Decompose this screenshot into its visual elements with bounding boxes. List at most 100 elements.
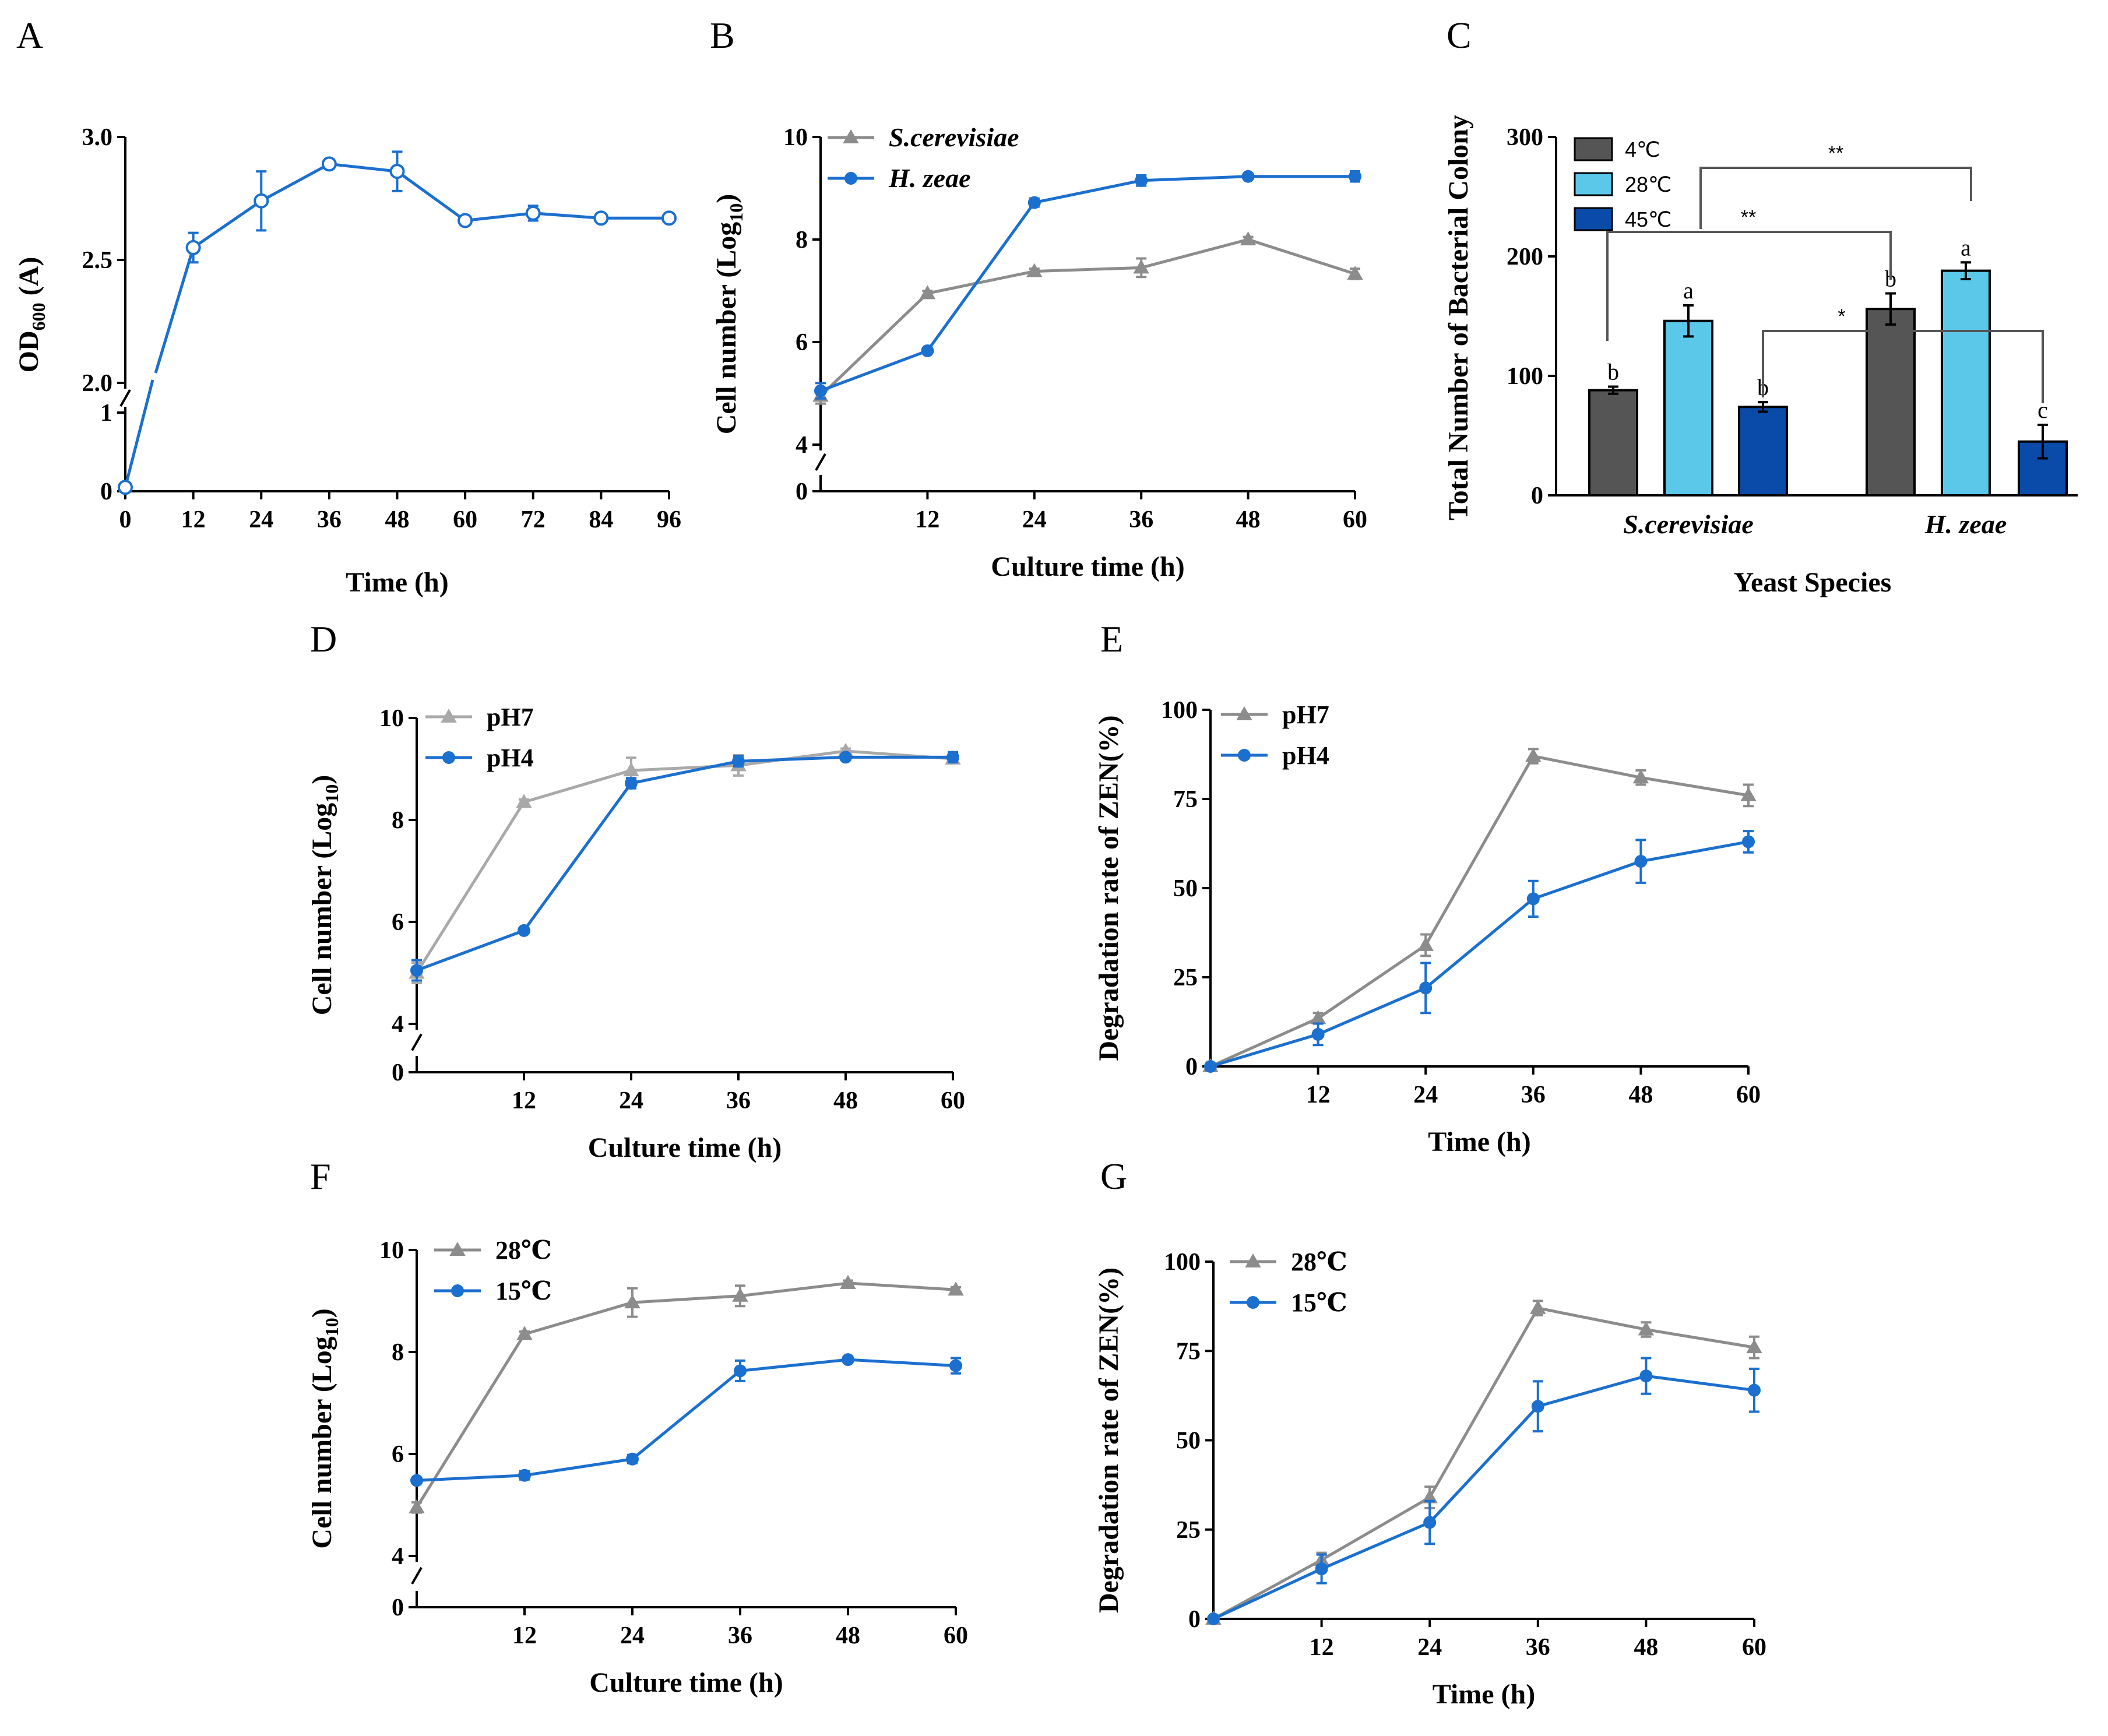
- ylabel-subscript: 10: [321, 1318, 342, 1336]
- data-point: [1531, 1400, 1544, 1413]
- series-line: [1210, 840, 1749, 1068]
- panel-A: A 2.0 2.5 3.0 0 1 0 12 24 36 48 60 72 84 96 Time (h) OD6…: [13, 15, 681, 598]
- y-tick-label: 4: [392, 1011, 404, 1038]
- y-axis-title: Degradation rate of ZEN(%): [1093, 1267, 1124, 1613]
- x-axis-title: Culture time (h): [589, 1667, 783, 1698]
- data-point: [410, 964, 423, 977]
- data-point: [814, 384, 827, 397]
- data-point: [840, 1274, 856, 1289]
- y-tick-label: 200: [1507, 244, 1543, 270]
- y-tick-label: 8: [392, 807, 404, 834]
- data-point: [623, 762, 639, 777]
- x-axis-title: Culture time (h): [991, 551, 1184, 582]
- x-tick-label: 48: [1628, 1082, 1653, 1108]
- panel-E: E 0 25 50 75 100 12 24 36 48 60 Time (h) Degradation…: [1093, 618, 1761, 1157]
- panel-letter: G: [1100, 1156, 1127, 1197]
- data-point: [946, 751, 959, 764]
- data-point: [1026, 263, 1043, 277]
- legend-marker: [1245, 1253, 1261, 1267]
- y-tick-label: 0: [1531, 483, 1543, 509]
- y-tick-label: 10: [379, 1237, 404, 1264]
- y-tick-label: 6: [392, 1441, 404, 1468]
- legend-swatch: [1574, 207, 1613, 231]
- data-point: [1639, 1369, 1653, 1383]
- panel-letter: C: [1447, 15, 1472, 56]
- x-tick-label: 36: [1526, 1634, 1550, 1661]
- y-tick-label: 0: [392, 1594, 404, 1621]
- legend-marker: [1247, 1296, 1259, 1309]
- y-tick-label: 75: [1176, 1338, 1201, 1365]
- series-line: [820, 175, 1355, 392]
- y-tick-label: 25: [1176, 1517, 1201, 1544]
- legend-marker: [442, 751, 455, 764]
- ylabel-main: Cell number (Log: [711, 222, 742, 434]
- data-point: [1530, 1300, 1546, 1314]
- y-tick-label: 0: [1188, 1606, 1201, 1633]
- legend-label: S.cerevisiae: [889, 122, 1019, 152]
- x-axis-title: Time (h): [1428, 1126, 1530, 1157]
- x-tick-label: 72: [521, 506, 546, 533]
- x-tick-label: 12: [512, 1087, 536, 1114]
- x-tick-label: 24: [620, 1622, 645, 1649]
- y-tick-label: 25: [1173, 964, 1198, 991]
- series-line: [415, 749, 953, 974]
- data-point: [1349, 170, 1361, 183]
- x-tick-label: 12: [1310, 1634, 1334, 1661]
- y-tick-label: 50: [1176, 1428, 1201, 1455]
- x-tick-label: 84: [589, 506, 613, 533]
- data-point: [1135, 174, 1148, 187]
- y-axis-title: Degradation rate of ZEN(%): [1093, 715, 1124, 1061]
- data-point: [1634, 855, 1648, 868]
- y-axis-title: Cell number (Log10): [711, 194, 747, 434]
- ylabel-main: Cell number (Log: [307, 803, 337, 1015]
- series-line: [415, 1281, 956, 1509]
- data-point: [1207, 1612, 1220, 1625]
- data-point: [1638, 1321, 1655, 1336]
- y-axis-title: Total Number of Bacterial Colony: [1443, 115, 1474, 520]
- data-point: [1417, 936, 1434, 951]
- panel-G: G 0 25 50 75 100 12 24 36 48 60 Time (h) Degradation…: [1093, 1156, 1766, 1710]
- data-point: [919, 285, 936, 300]
- legend-swatch: [1574, 172, 1613, 196]
- x-tick-label: 60: [1736, 1082, 1761, 1108]
- y-tick-label: 8: [796, 227, 808, 253]
- x-tick-label: 12: [1306, 1082, 1331, 1108]
- x-tick-label: 48: [833, 1087, 858, 1114]
- series-line: [1209, 754, 1749, 1068]
- x-category-label: H. zeae: [1924, 509, 2007, 539]
- data-point: [661, 210, 677, 226]
- data-point: [410, 1474, 423, 1487]
- data-point: [625, 777, 638, 790]
- x-tick-label: 24: [1022, 506, 1047, 533]
- series-1: [812, 231, 1363, 405]
- panel-letter: B: [710, 15, 735, 56]
- series-line: [819, 238, 1356, 397]
- bar: [1866, 308, 1916, 496]
- data-point: [516, 1326, 533, 1340]
- y-tick-label: 1: [100, 400, 112, 427]
- x-tick-label: 60: [1343, 506, 1367, 533]
- series-od600: [118, 150, 677, 495]
- ylabel-tail: ): [711, 194, 742, 203]
- ylabel-tail: ): [307, 775, 337, 784]
- data-point: [839, 751, 852, 764]
- legend-label: 28℃: [495, 1236, 552, 1265]
- y-tick-label: 2.0: [82, 370, 113, 397]
- x-tick-label: 48: [1634, 1634, 1658, 1661]
- legend-label: pH4: [487, 744, 534, 772]
- data-point: [1746, 1339, 1762, 1354]
- legend-marker: [843, 129, 859, 143]
- x-tick-label: 12: [181, 506, 206, 533]
- data-point: [948, 1281, 964, 1296]
- panel-B: B 4 6 8 10 0 12 24 36 48 60 Culture time (h) Cell nu…: [710, 15, 1367, 582]
- y-tick-label: 0: [100, 478, 112, 505]
- legend-label: pH7: [1282, 700, 1329, 729]
- legend-marker: [1236, 706, 1252, 720]
- data-point: [458, 213, 473, 228]
- bar: [1663, 319, 1713, 496]
- data-point: [624, 1294, 641, 1309]
- axis-break-mark: [119, 389, 131, 407]
- x-axis-title: Time (h): [1433, 1679, 1535, 1710]
